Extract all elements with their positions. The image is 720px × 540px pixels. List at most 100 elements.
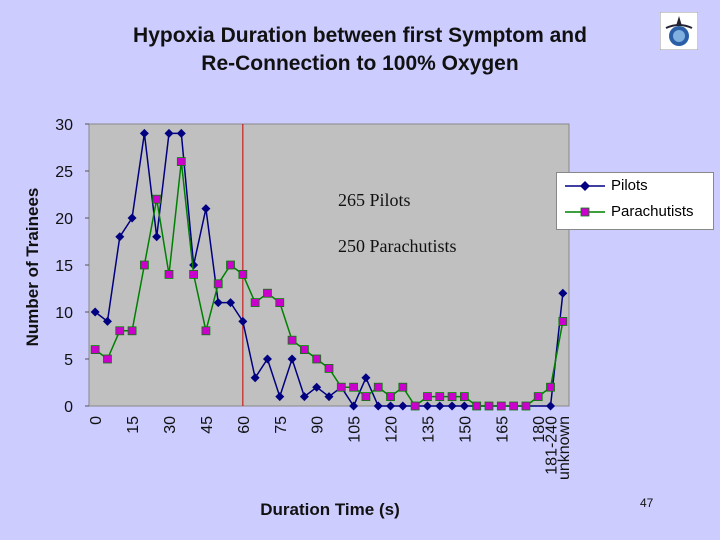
data-point-parachutists [373,382,383,392]
data-point-pilots [386,401,396,411]
x-tick-label: 120 [384,416,401,443]
data-point-parachutists [189,269,199,279]
legend-label-pilots: Pilots [611,177,648,194]
annotation-pilots: 265 Pilots [338,190,411,210]
data-point-parachutists [275,298,285,308]
data-point-parachutists [201,326,211,336]
data-point-pilots [275,392,285,402]
data-point-pilots [324,392,334,402]
legend-swatch-parachutists [565,207,605,217]
data-point-parachutists [299,345,309,355]
data-point-pilots [189,260,199,270]
data-point-pilots [102,316,112,326]
data-point-parachutists [423,392,432,402]
data-point-pilots [164,128,174,138]
data-point-pilots [176,128,186,138]
chart-title-line-1: Hypoxia Duration between first Symptom a… [133,24,587,47]
data-point-pilots [250,373,260,383]
data-point-pilots [90,307,100,317]
data-point-parachutists [459,392,469,402]
data-point-pilots [287,354,297,364]
y-tick-label: 10 [55,305,73,322]
x-axis-title: Duration Time (s) [260,500,400,519]
data-point-pilots [299,392,309,402]
data-point-pilots [558,288,568,298]
data-point-parachutists [287,335,297,345]
y-tick-label: 20 [55,211,73,228]
x-tick-label: 150 [457,416,474,443]
page-number: 47 [640,496,654,510]
data-point-pilots [373,401,383,411]
data-point-parachutists [521,401,531,411]
x-tick-label: 90 [310,416,327,434]
data-point-parachutists [410,401,420,411]
data-point-parachutists [213,279,223,289]
data-point-parachutists [312,354,322,364]
data-point-pilots [213,298,223,308]
data-point-pilots [459,401,469,411]
y-tick-label: 15 [55,258,73,275]
data-point-pilots [422,401,432,411]
data-point-parachutists [176,157,186,167]
data-point-pilots [127,213,137,223]
data-point-pilots [398,401,408,411]
data-point-pilots [238,316,248,326]
data-point-pilots [435,401,445,411]
data-point-parachutists [127,326,137,336]
plot-area [88,123,570,407]
data-point-parachutists [238,269,248,279]
x-tick-label: 165 [494,416,511,443]
data-point-parachutists [90,345,100,355]
data-point-pilots [447,401,457,411]
data-point-parachutists [115,326,125,336]
x-tick-label: 180 [531,416,548,443]
x-tick-label: 15 [125,416,142,434]
y-axis-title: Number of Trainees [23,187,42,347]
legend-item-pilots: Pilots [557,175,713,197]
data-point-parachutists [386,392,395,402]
legend-item-parachutists: Parachutists [557,201,713,223]
x-tick-label: 75 [273,416,290,434]
data-point-parachutists [509,401,519,411]
x-tick-label: unknown [556,416,573,480]
data-point-parachutists [152,194,162,204]
data-point-parachutists [250,298,260,308]
data-point-pilots [226,298,236,308]
x-tick-label: 105 [347,416,364,443]
x-tick-label: 30 [162,416,179,434]
data-point-parachutists [472,401,482,411]
data-point-pilots [349,401,359,411]
data-point-parachutists [324,363,334,373]
data-point-parachutists [103,354,112,364]
y-tick-label: 30 [55,117,73,134]
annotation-parachutists: 250 Parachutists [338,236,457,256]
data-point-parachutists [349,382,359,392]
data-point-pilots [115,232,125,242]
data-point-parachutists [546,382,555,392]
data-point-pilots [262,354,272,364]
data-point-parachutists [398,382,408,392]
data-point-parachutists [164,269,174,279]
data-point-pilots [546,401,556,411]
logo-icon [659,11,699,51]
data-point-pilots [152,232,162,242]
x-tick-label: 60 [236,416,253,434]
legend-label-parachutists: Parachutists [611,203,694,220]
data-point-parachutists [558,316,568,326]
legend: Pilots Parachutists [556,172,714,230]
data-point-parachutists [484,401,494,411]
chart-title: Hypoxia Duration between first Symptom a… [60,22,660,78]
data-point-pilots [361,373,371,383]
x-tick-label: 45 [199,416,216,434]
legend-swatch-pilots [565,181,605,191]
x-tick-label: 181-240 [544,416,561,475]
data-point-parachutists [263,288,272,298]
chart-title-line-2: Re-Connection to 100% Oxygen [201,52,519,75]
x-tick-label: 135 [420,416,437,443]
data-point-parachutists [361,392,371,402]
y-tick-label: 0 [64,399,73,416]
data-point-parachutists [435,392,445,402]
data-point-parachutists [447,392,457,402]
y-tick-label: 5 [64,352,73,369]
x-tick-label: 0 [88,416,105,425]
